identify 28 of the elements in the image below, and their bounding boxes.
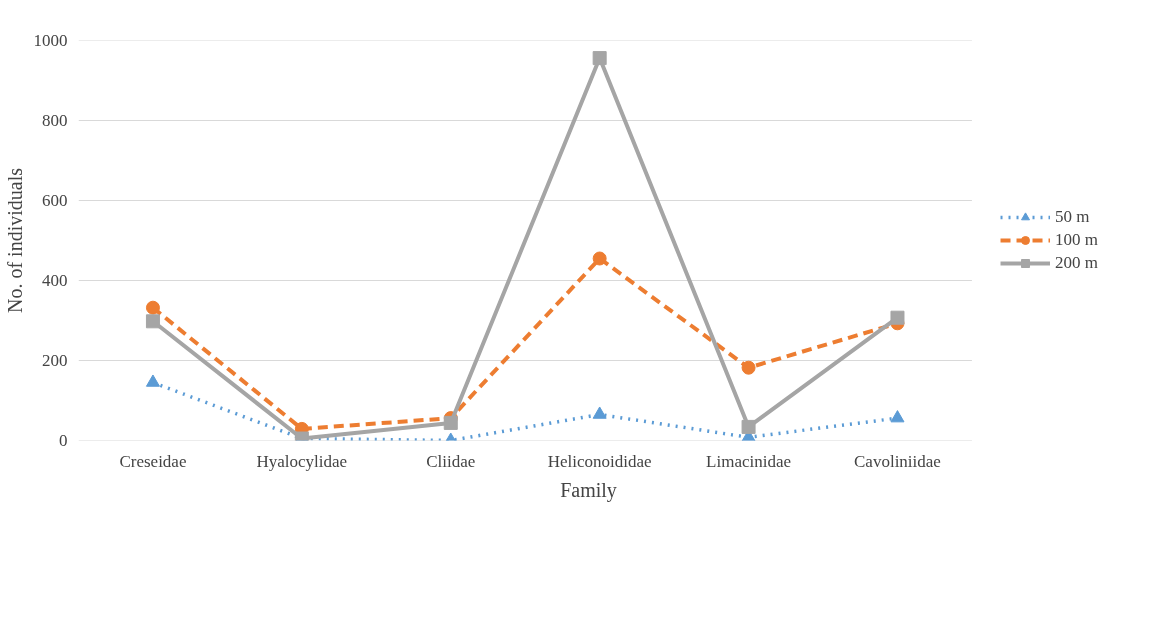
legend-label: 100 m	[1055, 230, 1098, 250]
point	[443, 415, 458, 430]
y-tick-label: 0	[59, 431, 68, 450]
point	[592, 251, 607, 266]
x-tick-label: Cliidae	[426, 451, 476, 471]
point	[741, 419, 756, 434]
y-tick-label: 800	[42, 111, 68, 130]
y-axis-title: No. of individuals	[3, 167, 26, 313]
y-tick-label: 200	[42, 351, 68, 370]
x-tick-label: Limacinidae	[706, 451, 792, 471]
x-tick-label: Creseidae	[119, 451, 187, 471]
y-tick-label: 600	[42, 191, 68, 210]
x-tick-label: Hyalocylidae	[256, 451, 348, 471]
point	[741, 360, 756, 375]
point	[592, 406, 607, 419]
y-tick-label: 400	[42, 271, 68, 290]
legend-label: 200 m	[1055, 253, 1098, 273]
legend-label: 50 m	[1055, 207, 1090, 227]
x-tick-label: Cavoliniidae	[854, 451, 941, 471]
y-tick-label: 1000	[33, 31, 68, 50]
point	[145, 374, 160, 387]
point	[145, 300, 160, 315]
point	[890, 410, 905, 423]
point	[890, 310, 905, 325]
point	[592, 51, 607, 66]
x-tick-label: Heliconoididae	[547, 451, 652, 471]
point	[145, 314, 160, 329]
x-axis-title: Family	[560, 478, 617, 502]
